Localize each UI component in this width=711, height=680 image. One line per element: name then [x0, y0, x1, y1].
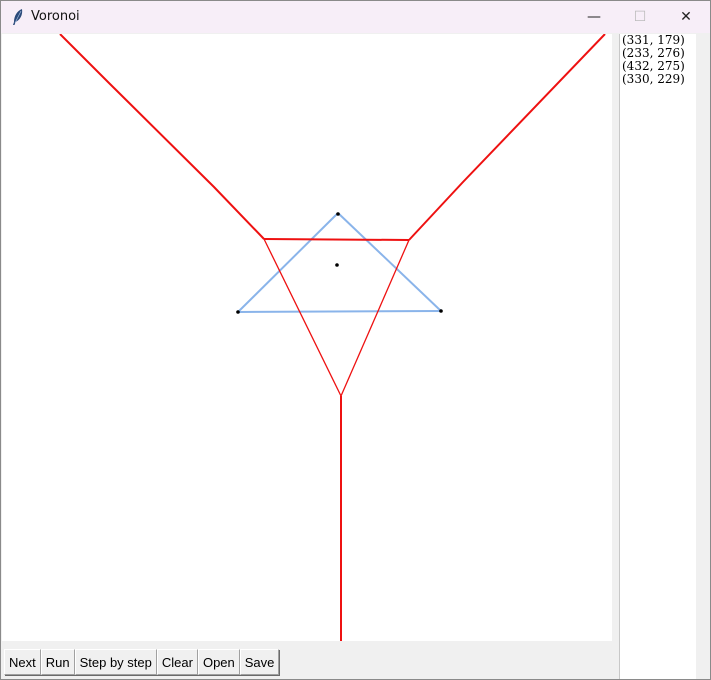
run-button[interactable]: Run [40, 649, 75, 675]
triangulation-edge [337, 212, 442, 312]
next-button[interactable]: Next [4, 649, 41, 675]
list-item[interactable]: (432, 275) [622, 59, 685, 73]
voronoi-edge [408, 34, 606, 241]
clear-button[interactable]: Clear [156, 649, 198, 675]
close-button[interactable]: ✕ [663, 1, 709, 33]
minimize-button[interactable]: — [571, 1, 617, 33]
feather-icon [13, 9, 23, 25]
button-bar: Next Run Step by step Clear Open Save [4, 649, 280, 677]
voronoi-edges [59, 34, 606, 641]
points-listbox[interactable]: (331, 179) (233, 276) (432, 275) (330, 2… [619, 34, 697, 679]
voronoi-drawing [59, 34, 606, 641]
site-point [335, 263, 339, 267]
triangulation-edge [237, 310, 442, 313]
site-point [236, 310, 240, 314]
list-item[interactable]: (331, 179) [622, 33, 685, 47]
close-icon: ✕ [680, 9, 692, 25]
sites [236, 212, 443, 314]
save-button[interactable]: Save [239, 649, 280, 675]
list-item[interactable]: (330, 229) [622, 72, 685, 86]
open-button[interactable]: Open [197, 649, 240, 675]
triangulation-edges [237, 212, 442, 313]
site-point [439, 309, 443, 313]
maximize-icon: ☐ [633, 9, 647, 25]
window-title: Voronoi [31, 9, 80, 24]
step-by-step-button[interactable]: Step by step [74, 649, 157, 675]
minimize-icon: — [587, 9, 601, 25]
voronoi-edge [263, 238, 410, 241]
voronoi-edge [263, 238, 342, 397]
site-point [336, 212, 340, 216]
title-bar[interactable]: Voronoi — ☐ ✕ [1, 1, 710, 33]
voronoi-edge [340, 239, 410, 397]
list-item[interactable]: (233, 276) [622, 46, 685, 60]
maximize-button[interactable]: ☐ [617, 1, 663, 33]
triangulation-edge [237, 212, 339, 313]
voronoi-canvas[interactable] [2, 34, 612, 641]
voronoi-edge [59, 34, 265, 240]
listbox-scrollbar[interactable] [696, 34, 710, 679]
